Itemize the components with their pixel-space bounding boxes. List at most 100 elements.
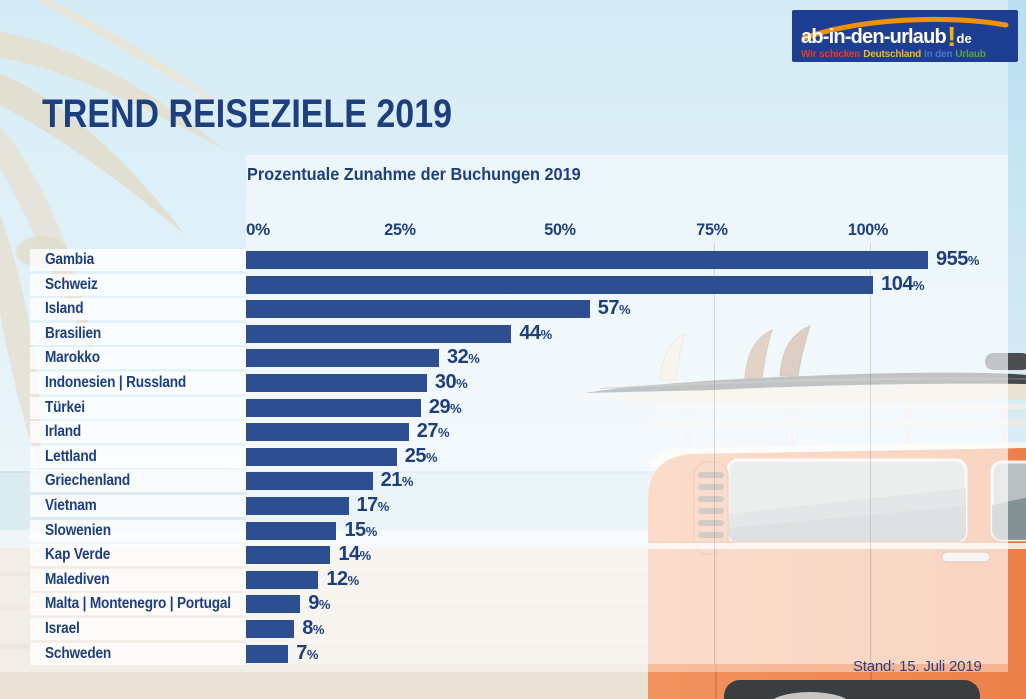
- value-label: 955%: [936, 249, 980, 270]
- value-label: 15%: [344, 518, 378, 541]
- row-label-text: Malta | Montenegro | Portugal: [45, 595, 231, 613]
- value-unit: %: [967, 253, 980, 268]
- surfboard-light: [588, 383, 1026, 403]
- value-unit: %: [468, 351, 480, 367]
- row-label: Slowenien: [30, 519, 246, 542]
- door-handle: [941, 551, 991, 563]
- chart-row: Griechenland 21%: [30, 470, 1020, 493]
- value-unit: %: [306, 646, 319, 662]
- value-number: 12: [326, 567, 348, 590]
- value-label: 57%: [597, 297, 631, 320]
- value-unit: %: [401, 474, 414, 490]
- chart-row: Slowenien 15%: [30, 518, 1020, 542]
- value-label: 7%: [296, 641, 319, 664]
- value-label: 104%: [881, 274, 925, 295]
- row-label-text: Schweden: [45, 644, 112, 662]
- value-number: 9: [308, 592, 319, 615]
- bar: [246, 423, 409, 442]
- value-unit: %: [540, 326, 553, 342]
- chart-row: Malediven 12%: [30, 567, 1020, 591]
- roof-rack: [658, 404, 1026, 409]
- bar: [246, 472, 373, 491]
- surf-fin: [779, 325, 811, 377]
- value-label: 44%: [519, 323, 553, 344]
- brand-logo: ab-in-den-urlaub!de Wir schicken Deutschl…: [792, 10, 1018, 62]
- tagline-word: in den: [924, 49, 953, 60]
- value-number: 57: [597, 297, 620, 320]
- bar: [246, 349, 439, 368]
- value-label: 17%: [356, 493, 390, 516]
- row-label-text: Slowenien: [45, 521, 111, 539]
- chart-row: Vietnam 17%: [30, 493, 1020, 517]
- value-label: 14%: [338, 544, 372, 565]
- row-label-text: Irland: [45, 423, 82, 441]
- chart-row: Irland 27%: [30, 420, 1020, 444]
- row-label: Griechenland: [30, 470, 246, 493]
- row-label-text: Indonesien | Russland: [45, 373, 187, 391]
- row-label-text: Malediven: [45, 570, 110, 588]
- row-label-text: Schweiz: [45, 275, 98, 293]
- row-label: Marokko: [30, 347, 246, 370]
- row-label-text: Brasilien: [45, 324, 102, 342]
- tagline-word: Urlaub: [955, 49, 986, 60]
- value-unit: %: [377, 498, 390, 514]
- value-unit: %: [426, 449, 438, 465]
- chart-title: Prozentuale Zunahme der Buchungen 2019: [247, 164, 581, 184]
- value-unit: %: [456, 375, 468, 391]
- row-label-text: Lettland: [45, 447, 97, 465]
- row-label: Türkei: [30, 396, 246, 419]
- chart-row: Gambia 955%: [30, 249, 1020, 271]
- value-unit: %: [318, 597, 331, 613]
- value-number: 25: [404, 444, 427, 467]
- chart-row: Israel 8%: [30, 617, 1020, 640]
- chart-row: Brasilien 44%: [30, 322, 1020, 345]
- value-number: 27: [416, 420, 439, 443]
- bar: [246, 398, 421, 417]
- surfboard-nose: [985, 353, 1026, 370]
- chart-row: Türkei 29%: [30, 396, 1020, 419]
- row-label-text: Gambia: [45, 251, 94, 268]
- value-label: 9%: [308, 592, 331, 615]
- axis-tick-label: 75%: [696, 220, 728, 239]
- bar: [246, 496, 349, 515]
- row-label: Lettland: [30, 445, 246, 468]
- bar: [246, 324, 512, 343]
- value-number: 17: [356, 493, 379, 516]
- chart-row: Schweiz 104%: [30, 273, 1020, 296]
- bar: [246, 521, 337, 540]
- value-unit: %: [912, 277, 925, 293]
- value-unit: %: [365, 523, 378, 539]
- brand-wordmark: ab-in-den-urlaub!de: [801, 23, 972, 51]
- row-label: Irland: [30, 421, 246, 444]
- chart-row: Lettland 25%: [30, 444, 1020, 468]
- row-label: Gambia: [30, 249, 246, 271]
- value-label: 27%: [416, 420, 450, 443]
- chart-row: Kap Verde 14%: [30, 544, 1020, 567]
- row-label: Vietnam: [30, 494, 246, 517]
- value-unit: %: [450, 400, 462, 416]
- camper-van: [585, 325, 1026, 699]
- x-axis: 0% 25% 50% 75% 100%: [0, 220, 1026, 242]
- row-label: Kap Verde: [30, 544, 246, 567]
- row-label-text: Island: [45, 300, 84, 318]
- value-unit: %: [359, 548, 372, 564]
- axis-tick-label: 25%: [384, 220, 416, 239]
- value-number: 7: [296, 641, 307, 664]
- bar: [246, 570, 319, 589]
- row-label-text: Kap Verde: [45, 546, 111, 564]
- value-number: 15: [344, 518, 366, 541]
- bar-chart: Gambia 955% Schweiz 104% Island 57% Brasilien 4…: [30, 249, 1020, 665]
- value-label: 32%: [447, 347, 480, 368]
- value-label: 30%: [435, 372, 468, 393]
- chart-row: Island 57%: [30, 297, 1020, 321]
- van-vent: [693, 461, 729, 555]
- brand-tagline: Wir schicken Deutschland in den Urlaub: [801, 49, 989, 60]
- row-label: Indonesien | Russland: [30, 371, 246, 394]
- chart-row: Malta | Montenegro | Portugal 9%: [30, 592, 1020, 616]
- value-label: 12%: [326, 567, 359, 590]
- bumper: [724, 680, 980, 699]
- row-label: Brasilien: [30, 322, 246, 345]
- row-label: Schweiz: [30, 273, 246, 296]
- faint-gridline: [714, 243, 715, 664]
